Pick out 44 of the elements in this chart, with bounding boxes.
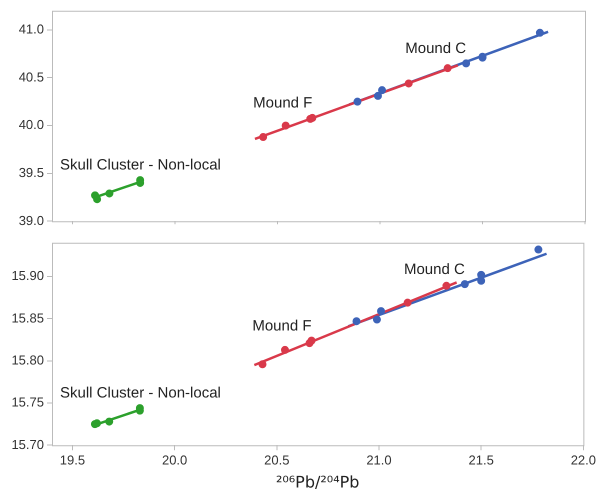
series-label: Skull Cluster - Non-local (60, 156, 221, 174)
point (105, 189, 114, 198)
point (352, 317, 361, 326)
series-label: Mound C (405, 40, 466, 58)
y-tick-label: 15.80 (11, 352, 44, 368)
x-tick-label: 19.5 (60, 452, 86, 468)
point (444, 64, 452, 72)
point (353, 98, 362, 106)
point (105, 418, 114, 426)
point (404, 79, 413, 88)
x-tick-label: 20.0 (162, 452, 188, 468)
series-label: Mound F (253, 94, 312, 112)
point (374, 92, 382, 100)
series-label: Skull Cluster - Non-local (60, 384, 221, 402)
point (536, 28, 544, 37)
y-tick-label: 15.70 (11, 436, 44, 452)
point (534, 246, 542, 254)
point (378, 86, 386, 94)
x-tick-label: 21.5 (468, 452, 494, 468)
point (404, 298, 412, 307)
y-tick-label: 39.5 (18, 164, 44, 180)
point (308, 336, 316, 345)
y-tick-label: 39.0 (18, 212, 44, 228)
point (462, 59, 470, 68)
point (259, 133, 268, 142)
y-tick-label: 15.90 (11, 268, 44, 284)
point (460, 280, 469, 288)
point (377, 307, 386, 316)
point (280, 346, 289, 354)
x-tick-label: 22.0 (570, 452, 596, 468)
y-tick-label: 15.85 (11, 310, 44, 326)
y-tick-label: 15.75 (11, 394, 44, 410)
series-label: Mound F (252, 317, 312, 334)
x-tick-label: 20.5 (264, 452, 290, 468)
point (442, 282, 450, 290)
y-tick-label: 40.5 (18, 69, 44, 84)
y-tick-label: 40.0 (18, 117, 44, 132)
y-tick-label: 41.0 (18, 22, 44, 37)
series-label: Mound C (404, 260, 465, 278)
x-tick-label: 21.0 (366, 452, 392, 468)
point (258, 360, 266, 368)
point (372, 316, 381, 324)
x-axis-title: ²⁰⁶Pb/²⁰⁴Pb (276, 472, 360, 492)
point (282, 122, 290, 130)
